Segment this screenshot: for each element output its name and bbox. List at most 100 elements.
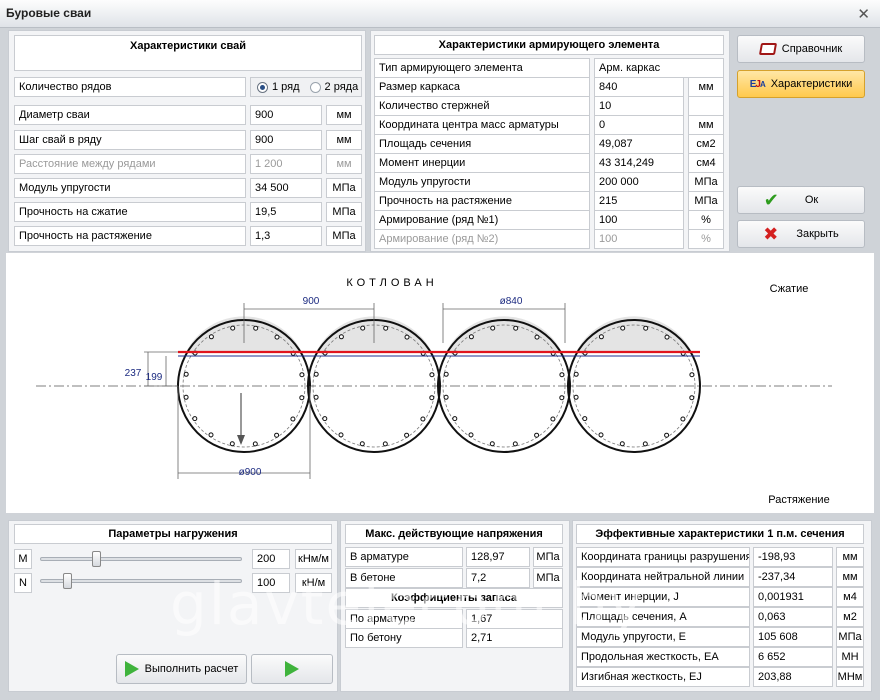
bars-count-label: Количество стержней (374, 96, 590, 116)
stress-concrete-value: 7,2 (466, 568, 530, 588)
centroid-input[interactable]: 0 (594, 115, 684, 135)
reinf-row1-unit: % (688, 210, 724, 230)
n-slider-thumb[interactable] (63, 573, 73, 589)
pile-section-svg: КОТЛОВАН Сжатие Растяжение 900 ø840 ø900… (36, 277, 832, 506)
rebar-dot (443, 394, 449, 400)
pile-compression-label: Прочность на сжатие (14, 202, 246, 222)
rebar-dot (689, 372, 695, 378)
reference-button[interactable]: Справочник (737, 35, 865, 63)
rebar-modulus-label: Модуль упругости (374, 172, 590, 192)
pile-compression-input[interactable]: 19,5 (250, 202, 322, 222)
pile-modulus-input[interactable]: 34 500 (250, 178, 322, 198)
rebar-dot (468, 432, 474, 438)
run-step-button[interactable] (251, 654, 333, 684)
rebar-modulus-input[interactable]: 200 000 (594, 172, 684, 192)
rebar-type-select[interactable]: Арм. каркас (594, 58, 724, 78)
bars-count-input[interactable]: 10 (594, 96, 684, 116)
step-input[interactable]: 900 (250, 130, 322, 150)
rebar-dot (183, 371, 189, 377)
radio-one-row-label: 1 ряд (272, 81, 300, 93)
rebar-dot (290, 416, 296, 422)
n-input[interactable]: 100 (252, 573, 290, 593)
close-x-icon: ✖ (763, 223, 779, 244)
rebar-dot (573, 371, 579, 377)
effective-header: Эффективные характеристики 1 п.м. сечени… (576, 524, 864, 544)
window-title: Буровые сваи (6, 6, 92, 20)
rebar-dot (230, 325, 236, 331)
rebar-dot (582, 416, 588, 422)
rebar-dot (620, 325, 626, 331)
rebar-dot (619, 441, 625, 447)
check-icon: ✔ (763, 189, 779, 210)
safety-concrete-label: По бетону (345, 628, 463, 648)
rebar-dot (253, 325, 259, 331)
characteristics-button[interactable]: EJA Характеристики (737, 70, 865, 98)
stress-concrete-label: В бетоне (345, 568, 463, 588)
rebar-dot (689, 395, 695, 401)
rebar-dot (452, 416, 458, 422)
rebar-area-unit: см2 (688, 134, 724, 154)
rebar-area-input[interactable]: 49,087 (594, 134, 684, 154)
rebar-dot (274, 432, 280, 438)
effective-row-value: 203,88 (753, 667, 833, 687)
effective-row-label: Площадь сечения, А (576, 607, 750, 627)
play-icon (124, 661, 139, 677)
m-unit: кНм/м (295, 549, 332, 569)
radio-one-row[interactable] (257, 81, 268, 93)
pile-modulus-unit: МПа (326, 178, 362, 198)
pile-circle-3 (437, 319, 571, 453)
ok-button[interactable]: ✔ Ок (737, 186, 865, 214)
title-bar: Буровые сваи ✕ (0, 0, 880, 28)
radio-two-rows[interactable] (309, 81, 321, 93)
cage-size-input[interactable]: 840 (594, 77, 684, 97)
play-icon-2 (285, 661, 299, 677)
diameter-label: Диаметр сваи (14, 105, 246, 125)
rebar-dot (664, 334, 670, 340)
dim-237-text: 237 (125, 368, 142, 379)
n-label: N (14, 573, 32, 593)
m-input[interactable]: 200 (252, 549, 290, 569)
rebar-dot (299, 372, 305, 378)
step-label: Шаг свай в ряду (14, 130, 246, 150)
close-icon[interactable]: ✕ (857, 6, 870, 23)
reinf-row1-label: Армирование (ряд №1) (374, 210, 590, 230)
rebar-dot (383, 325, 389, 331)
reinf-row2-input: 100 (594, 229, 684, 249)
rebar-dot (208, 432, 214, 438)
m-slider-thumb[interactable] (92, 551, 102, 567)
reinf-row1-input[interactable]: 100 (594, 210, 684, 230)
rebar-dot (664, 432, 670, 438)
characteristics-button-label: Характеристики (770, 78, 853, 90)
rows-count-radio-group: 1 ряд 2 ряда (250, 77, 362, 97)
n-unit: кН/м (295, 573, 332, 593)
rebar-dot (429, 372, 435, 378)
tension-label: Растяжение (768, 494, 829, 506)
close-button[interactable]: ✖ Закрыть (737, 220, 865, 248)
effective-row-label: Модуль упругости, Е (576, 627, 750, 647)
rebar-dot (338, 334, 344, 340)
row-distance-unit: мм (326, 154, 362, 174)
pile-tension-input[interactable]: 1,3 (250, 226, 322, 246)
rebar-dot (252, 441, 258, 447)
effective-row-label: Координата границы разрушения (576, 547, 750, 567)
n-slider[interactable] (40, 573, 242, 589)
rebar-tension-input[interactable]: 215 (594, 191, 684, 211)
rebar-header: Характеристики армирующего элемента (374, 35, 724, 55)
radio-two-rows-label: 2 ряда (324, 81, 359, 93)
rebar-inertia-input[interactable]: 43 314,249 (594, 153, 684, 173)
rebar-dot (404, 432, 410, 438)
rebar-dot (429, 395, 435, 401)
diameter-input[interactable]: 900 (250, 105, 322, 125)
dimension-lines (144, 303, 566, 479)
m-slider[interactable] (40, 551, 242, 567)
rebar-dot (274, 334, 280, 340)
rebar-dot (642, 441, 648, 447)
rebar-dot (313, 371, 319, 377)
pile-section-drawing: КОТЛОВАН Сжатие Растяжение 900 ø840 ø900… (6, 252, 874, 514)
stress-rebar-value: 128,97 (466, 547, 530, 567)
safety-concrete-value: 2,71 (466, 628, 563, 648)
effective-row-unit: МН (836, 647, 864, 667)
rebar-dot (443, 371, 449, 377)
safety-header: Коэффициенты запаса (345, 588, 563, 608)
run-button[interactable]: Выполнить расчет (116, 654, 247, 684)
